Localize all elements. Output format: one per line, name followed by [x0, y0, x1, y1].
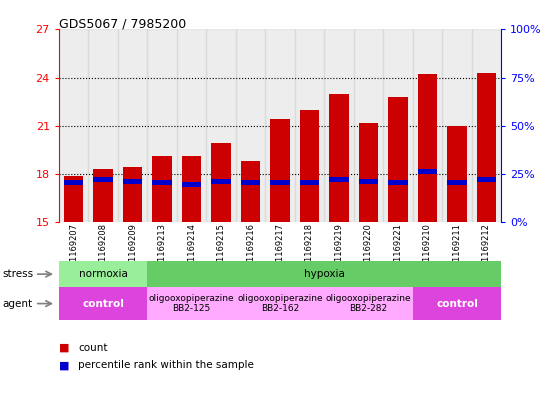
- Bar: [418, 169, 437, 174]
- Bar: [413, 287, 501, 320]
- Bar: [94, 177, 113, 182]
- Bar: [152, 180, 171, 185]
- Bar: [354, 29, 383, 222]
- Text: stress: stress: [3, 269, 34, 279]
- Bar: [147, 29, 177, 222]
- Bar: [241, 161, 260, 222]
- Bar: [270, 180, 290, 185]
- Bar: [389, 180, 408, 185]
- Bar: [324, 29, 354, 222]
- Bar: [59, 29, 88, 222]
- Bar: [329, 177, 348, 182]
- Bar: [418, 74, 437, 222]
- Text: ■: ■: [59, 360, 69, 371]
- Bar: [64, 180, 83, 185]
- Bar: [329, 94, 348, 222]
- Bar: [442, 29, 472, 222]
- Text: count: count: [78, 343, 108, 353]
- Bar: [265, 29, 295, 222]
- Bar: [123, 167, 142, 222]
- Bar: [94, 169, 113, 222]
- Text: hypoxia: hypoxia: [304, 269, 344, 279]
- Bar: [300, 180, 319, 185]
- Text: GDS5067 / 7985200: GDS5067 / 7985200: [59, 18, 186, 31]
- Text: oligooxopiperazine
BB2-162: oligooxopiperazine BB2-162: [237, 294, 323, 313]
- Text: control: control: [436, 299, 478, 309]
- Bar: [359, 179, 378, 184]
- Bar: [241, 180, 260, 185]
- Bar: [59, 287, 147, 320]
- Bar: [147, 261, 501, 287]
- Bar: [88, 29, 118, 222]
- Bar: [236, 29, 265, 222]
- Bar: [206, 29, 236, 222]
- Bar: [324, 287, 413, 320]
- Bar: [270, 119, 290, 222]
- Bar: [123, 179, 142, 184]
- Bar: [413, 29, 442, 222]
- Bar: [118, 29, 147, 222]
- Bar: [447, 126, 466, 222]
- Bar: [477, 177, 496, 182]
- Bar: [152, 156, 171, 222]
- Bar: [295, 29, 324, 222]
- Text: oligooxopiperazine
BB2-125: oligooxopiperazine BB2-125: [149, 294, 234, 313]
- Text: percentile rank within the sample: percentile rank within the sample: [78, 360, 254, 371]
- Text: control: control: [82, 299, 124, 309]
- Text: ■: ■: [59, 343, 69, 353]
- Bar: [359, 123, 378, 222]
- Bar: [147, 287, 236, 320]
- Bar: [182, 156, 201, 222]
- Bar: [389, 97, 408, 222]
- Bar: [477, 73, 496, 222]
- Text: normoxia: normoxia: [78, 269, 128, 279]
- Bar: [212, 179, 231, 184]
- Bar: [177, 29, 206, 222]
- Bar: [64, 176, 83, 222]
- Bar: [300, 110, 319, 222]
- Text: agent: agent: [3, 299, 33, 309]
- Bar: [212, 143, 231, 222]
- Bar: [182, 182, 201, 187]
- Bar: [447, 180, 466, 185]
- Bar: [59, 261, 147, 287]
- Text: oligooxopiperazine
BB2-282: oligooxopiperazine BB2-282: [326, 294, 411, 313]
- Bar: [383, 29, 413, 222]
- Bar: [472, 29, 501, 222]
- Bar: [236, 287, 324, 320]
